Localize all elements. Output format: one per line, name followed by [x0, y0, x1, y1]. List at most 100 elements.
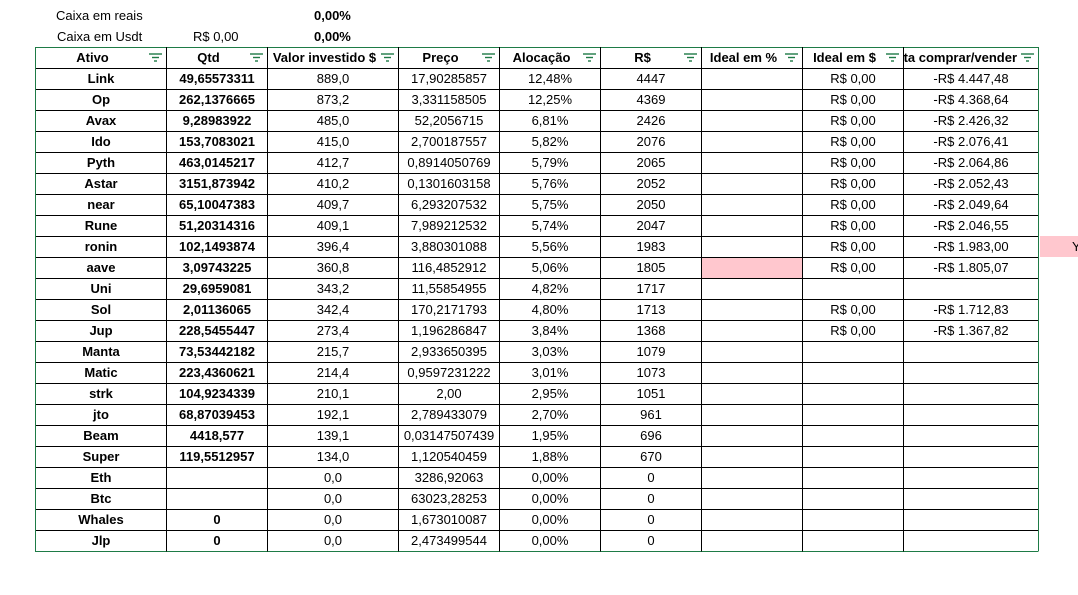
cell-valor-investido[interactable]: 412,7 — [316, 155, 350, 170]
cell-preco[interactable]: 3,331158505 — [411, 92, 487, 107]
filter-icon[interactable] — [886, 53, 900, 63]
cell-preco[interactable]: 52,2056715 — [414, 113, 484, 128]
cell-preco[interactable]: 2,933650395 — [411, 344, 487, 359]
cell-falta-comprar-vender[interactable]: -R$ 1.805,07 — [933, 260, 1009, 275]
cell-valor-investido[interactable]: 873,2 — [316, 92, 350, 107]
cell-alocacao[interactable]: 4,80% — [531, 302, 569, 317]
cell-ativo[interactable]: Whales — [78, 512, 124, 527]
header-rs[interactable]: R$ — [634, 50, 651, 65]
cell-ativo[interactable]: ronin — [84, 239, 118, 254]
cell-rs[interactable]: 1983 — [636, 239, 666, 254]
cell-falta-comprar-vender[interactable]: -R$ 1.712,83 — [933, 302, 1009, 317]
cell-ativo[interactable]: Eth — [90, 470, 112, 485]
cell-alocacao[interactable]: 5,56% — [531, 239, 569, 254]
cell-preco[interactable]: 6,293207532 — [411, 197, 487, 212]
cell-alocacao[interactable]: 4,82% — [531, 281, 569, 296]
cell-rs[interactable]: 2426 — [636, 113, 666, 128]
cell-falta-comprar-vender[interactable]: -R$ 2.052,43 — [933, 176, 1009, 191]
cell-ideal-valor[interactable]: R$ 0,00 — [830, 113, 876, 128]
cell-preco[interactable]: 2,00 — [436, 386, 462, 401]
header-qtd[interactable]: Qtd — [197, 50, 220, 65]
cell-alocacao[interactable]: 0,00% — [531, 533, 569, 548]
cell-ideal-valor[interactable]: R$ 0,00 — [830, 260, 876, 275]
cell-alocacao[interactable]: 5,82% — [531, 134, 569, 149]
cell-preco[interactable]: 2,789433079 — [411, 407, 487, 422]
cell-qtd[interactable]: 223,4360621 — [179, 365, 255, 380]
cell-qtd[interactable]: 51,20314316 — [179, 218, 255, 233]
cell-valor-investido[interactable]: 0,0 — [323, 533, 343, 548]
cell-ativo[interactable]: jto — [93, 407, 109, 422]
cell-ativo[interactable]: strk — [89, 386, 113, 401]
cell-valor-investido[interactable]: 342,4 — [316, 302, 350, 317]
cell-rs[interactable]: 1051 — [636, 386, 666, 401]
cell-qtd[interactable]: 2,01136065 — [183, 302, 251, 317]
cell-qtd[interactable]: 119,5512957 — [179, 449, 255, 464]
cell-ativo[interactable]: Sol — [90, 302, 112, 317]
cell-falta-comprar-vender[interactable]: -R$ 2.046,55 — [933, 218, 1009, 233]
cell-valor-investido[interactable]: 409,7 — [316, 197, 350, 212]
cell-alocacao[interactable]: 0,00% — [531, 512, 569, 527]
cell-alocacao[interactable]: 3,01% — [531, 365, 569, 380]
cell-falta-comprar-vender[interactable]: -R$ 2.426,32 — [933, 113, 1009, 128]
cell-qtd[interactable]: 0 — [213, 533, 221, 548]
cell-ativo[interactable]: near — [87, 197, 115, 212]
cell-valor-investido[interactable]: 0,0 — [323, 512, 343, 527]
cell-falta-comprar-vender[interactable]: -R$ 2.064,86 — [933, 155, 1009, 170]
cell-qtd[interactable]: 65,10047383 — [179, 197, 255, 212]
cell-rs[interactable]: 1368 — [636, 323, 666, 338]
cell-falta-comprar-vender[interactable]: -R$ 1.367,82 — [933, 323, 1009, 338]
cell-preco[interactable]: 2,473499544 — [411, 533, 487, 548]
cell-preco[interactable]: 17,90285857 — [411, 71, 487, 86]
cell-preco[interactable]: 1,120540459 — [411, 449, 487, 464]
cell-valor-investido[interactable]: 889,0 — [316, 71, 350, 86]
cell-valor-investido[interactable]: 396,4 — [316, 239, 350, 254]
header-falta-comprar-vender[interactable]: Falta comprar/vender — [904, 50, 1017, 65]
header-valor-investido[interactable]: Valor investido $ — [272, 50, 377, 65]
header-preco[interactable]: Preço — [422, 50, 459, 65]
cell-qtd[interactable]: 104,9234339 — [179, 386, 255, 401]
cell-valor-investido[interactable]: 134,0 — [316, 449, 350, 464]
cell-ativo[interactable]: Astar — [84, 176, 118, 191]
cell-preco[interactable]: 11,55854955 — [411, 281, 487, 296]
cell-rs[interactable]: 1717 — [636, 281, 666, 296]
cell-alocacao[interactable]: 1,95% — [531, 428, 569, 443]
cell-valor-investido[interactable]: 273,4 — [316, 323, 350, 338]
cell-ideal-valor[interactable]: R$ 0,00 — [830, 218, 876, 233]
cell-alocacao[interactable]: 2,95% — [531, 386, 569, 401]
cell-valor-investido[interactable]: 0,0 — [323, 470, 343, 485]
cell-rs[interactable]: 1073 — [636, 365, 666, 380]
cell-falta-comprar-vender[interactable]: -R$ 4.368,64 — [933, 92, 1009, 107]
cell-rs[interactable]: 696 — [640, 428, 662, 443]
filter-icon[interactable] — [785, 53, 799, 63]
header-alocacao[interactable]: Alocação — [512, 50, 571, 65]
cell-preco[interactable]: 3,880301088 — [411, 239, 487, 254]
cell-valor-investido[interactable]: 215,7 — [316, 344, 350, 359]
cell-alocacao[interactable]: 0,00% — [531, 470, 569, 485]
filter-icon[interactable] — [1021, 53, 1035, 63]
cell-valor-investido[interactable]: 214,4 — [316, 365, 350, 380]
cell-qtd[interactable]: 153,7083021 — [179, 134, 255, 149]
cell-qtd[interactable]: 262,1376665 — [179, 92, 255, 107]
cell-alocacao[interactable]: 5,75% — [531, 197, 569, 212]
filter-icon[interactable] — [482, 53, 496, 63]
header-ideal-percent[interactable]: Ideal em % — [709, 50, 778, 65]
cell-ativo[interactable]: Avax — [85, 113, 117, 128]
cell-rs[interactable]: 0 — [647, 512, 655, 527]
cell-alocacao[interactable]: 5,76% — [531, 176, 569, 191]
cell-ativo[interactable]: Rune — [84, 218, 118, 233]
cell-preco[interactable]: 0,03147507439 — [403, 428, 495, 443]
cell-valor-investido[interactable]: 192,1 — [316, 407, 350, 422]
cell-valor-investido[interactable]: 415,0 — [316, 134, 350, 149]
cell-rs[interactable]: 670 — [640, 449, 662, 464]
cell-ativo[interactable]: Ido — [91, 134, 111, 149]
cell-ideal-valor[interactable]: R$ 0,00 — [830, 92, 876, 107]
cell-ativo[interactable]: Super — [82, 449, 120, 464]
cell-preco[interactable]: 170,2171793 — [411, 302, 487, 317]
cell-qtd[interactable]: 463,0145217 — [179, 155, 255, 170]
cell-ideal-valor[interactable]: R$ 0,00 — [830, 134, 876, 149]
cell-valor-investido[interactable]: 139,1 — [316, 428, 350, 443]
cell-alocacao[interactable]: 3,84% — [531, 323, 569, 338]
cell-alocacao[interactable]: 5,74% — [531, 218, 569, 233]
filter-icon[interactable] — [381, 53, 395, 63]
cell-ideal-valor[interactable]: R$ 0,00 — [830, 176, 876, 191]
